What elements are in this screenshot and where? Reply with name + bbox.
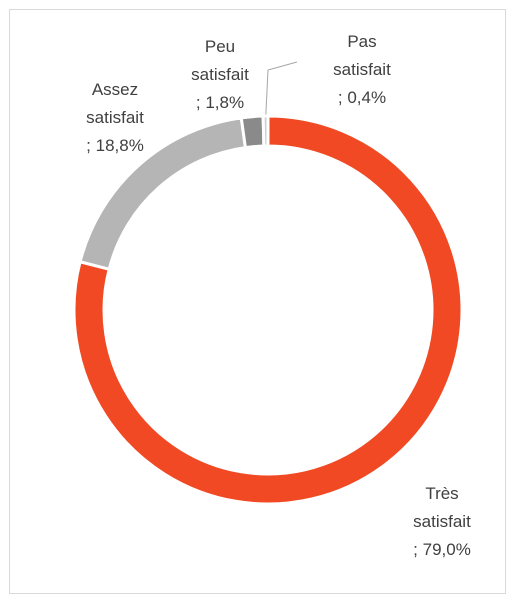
value-label: ; 1,8% bbox=[195, 93, 245, 112]
data-label: Assez satisfait ; 18,8% bbox=[65, 76, 165, 160]
data-label: Très satisfait ; 79,0% bbox=[392, 480, 492, 564]
category-label: Pas satisfait bbox=[333, 32, 391, 79]
data-label: Pas satisfait ; 0,4% bbox=[312, 28, 412, 112]
category-label: Assez satisfait bbox=[86, 80, 144, 127]
donut-segment bbox=[72, 114, 464, 506]
donut-segment bbox=[261, 114, 270, 148]
category-label: Peu satisfait bbox=[191, 37, 249, 84]
data-label: Peu satisfait ; 1,8% bbox=[170, 33, 270, 117]
value-label: ; 18,8% bbox=[86, 136, 144, 155]
category-label: Très satisfait bbox=[413, 484, 471, 531]
donut-segment bbox=[239, 114, 266, 150]
value-label: ; 79,0% bbox=[413, 540, 471, 559]
leader-line bbox=[267, 61, 298, 71]
chart-border bbox=[9, 9, 506, 594]
value-label: ; 0,4% bbox=[337, 88, 387, 107]
